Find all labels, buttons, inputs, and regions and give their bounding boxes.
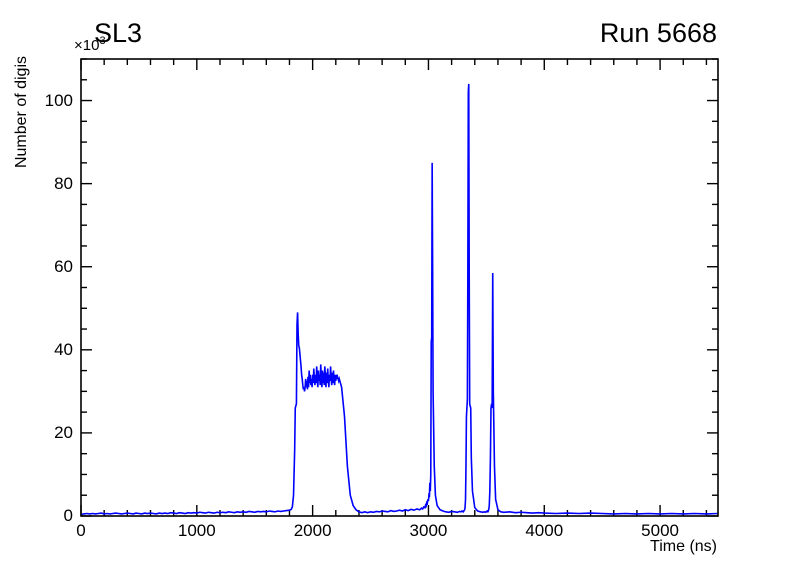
x-axis-title: Time (ns) bbox=[650, 538, 717, 555]
x-tick-label: 2000 bbox=[293, 521, 332, 540]
x-tick-label: 0 bbox=[76, 521, 86, 540]
y-axis-exponent-prefix: ×10 bbox=[74, 37, 100, 54]
pad-title-left: SL3 bbox=[94, 18, 143, 48]
plot-frame bbox=[80, 58, 719, 517]
x-tick-label: 5000 bbox=[641, 521, 679, 540]
x-tick-label: 3000 bbox=[409, 521, 448, 540]
y-tick-label: 60 bbox=[54, 256, 73, 276]
x-tick-label: 1000 bbox=[177, 521, 216, 540]
y-tick-label: 20 bbox=[54, 422, 73, 442]
y-tick-label: 100 bbox=[44, 90, 73, 110]
pad-title-run: Run 5668 bbox=[599, 18, 717, 48]
y-axis-exponent-power: 3 bbox=[99, 35, 106, 47]
data-series-line bbox=[80, 83, 719, 516]
y-tick-label: 40 bbox=[54, 339, 73, 359]
y-axis-exponent-label: ×103 bbox=[74, 35, 106, 54]
y-tick-label: 80 bbox=[54, 173, 73, 193]
axis-ticks-group bbox=[80, 58, 718, 517]
y-tick-label: 0 bbox=[63, 506, 73, 525]
x-tick-label: 4000 bbox=[525, 521, 564, 540]
